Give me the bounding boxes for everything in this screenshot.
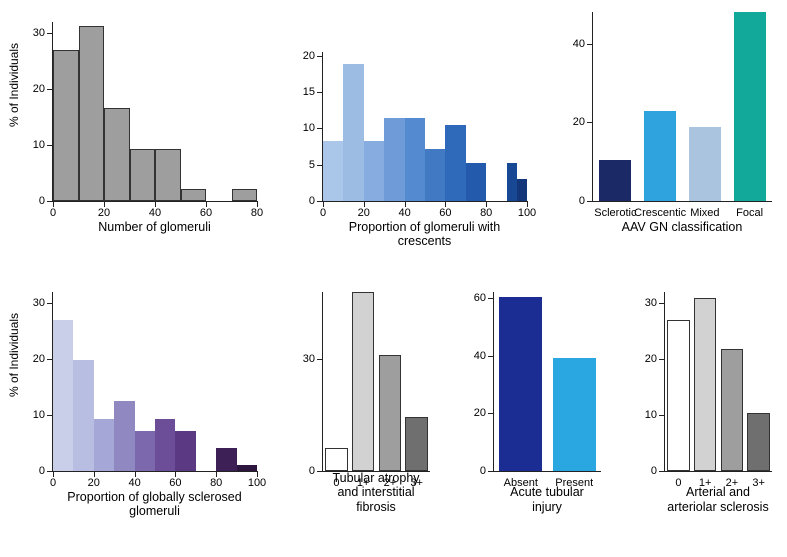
xlabel: Arterial and arteriolar sclerosis [664, 485, 772, 514]
bar [405, 118, 425, 201]
plot-crescents: 05101520020406080100 [322, 52, 527, 202]
panel-crescents: 05101520020406080100 Proportion of glome… [282, 12, 532, 242]
bar [599, 160, 631, 201]
plot-num-glomeruli: 0102030020406080 [52, 22, 257, 202]
plot-acute-tubular: 0204060AbsentPresent [493, 292, 601, 472]
bar [216, 448, 236, 471]
bar [175, 431, 195, 471]
bar [553, 358, 596, 471]
bar [379, 355, 402, 471]
plot-aav: 02040ScleroticCrescenticMixedFocal [592, 12, 772, 202]
bar [114, 401, 134, 471]
panel-arterial: 010203001+2+3+ Arterial and arteriolar s… [624, 282, 777, 512]
bar [130, 149, 156, 201]
xlabel-line2: arteriolar sclerosis [667, 500, 768, 514]
bar [79, 26, 105, 201]
plot-sclerosed: 0102030020406080100 [52, 292, 257, 472]
xlabel: Acute tubular injury [493, 485, 601, 514]
bar [343, 64, 363, 201]
ylabel: % of Individuals [7, 313, 21, 397]
bottom-row: 03001+2+3+ Tubular atrophy and interstit… [282, 282, 777, 512]
xlabel-line1: Tubular atrophy [332, 471, 419, 485]
bar [499, 297, 542, 471]
xlabel: AAV GN classification [592, 220, 772, 234]
xlabel: Tubular atrophy and interstitial fibrosi… [322, 471, 430, 514]
bar [155, 419, 175, 471]
bar [644, 111, 676, 201]
bar [323, 141, 343, 201]
bar [352, 292, 375, 471]
bar [73, 360, 93, 471]
bar [237, 465, 257, 471]
bar [94, 419, 114, 471]
bar [364, 141, 384, 201]
bar [694, 298, 717, 471]
xlabel-line1: Acute tubular [510, 485, 584, 499]
bar [667, 320, 690, 471]
xlabel: Number of glomeruli [52, 220, 257, 234]
bar [517, 179, 527, 201]
plot-arterial: 010203001+2+3+ [664, 292, 772, 472]
panel-tubular-atrophy: 03001+2+3+ Tubular atrophy and interstit… [282, 282, 435, 512]
panel-aav: 02040ScleroticCrescenticMixedFocal AAV G… [552, 12, 777, 242]
bar [181, 189, 207, 201]
xlabel-line2: and interstitial fibrosis [337, 485, 414, 513]
bar [425, 149, 445, 201]
panel-num-glomeruli: % of Individuals 0102030020406080 Number… [12, 12, 262, 242]
bar [53, 50, 79, 201]
xlabel: Proportion of glomeruli with crescents [322, 220, 527, 248]
ylabel: % of Individuals [7, 43, 21, 127]
bar [734, 12, 766, 201]
bar [384, 118, 404, 201]
bar [689, 127, 721, 201]
bar [135, 431, 155, 471]
bar [466, 163, 486, 201]
plot-tubular-atrophy: 03001+2+3+ [322, 292, 430, 472]
bar [747, 413, 770, 471]
bar [325, 448, 348, 471]
bar [232, 189, 258, 201]
bar [445, 125, 465, 201]
panel-sclerosed: % of Individuals 0102030020406080100 Pro… [12, 282, 262, 512]
bar [155, 149, 181, 201]
bar [405, 417, 428, 471]
xlabel-line1: Arterial and [686, 485, 750, 499]
panel-acute-tubular: 0204060AbsentPresent Acute tubular injur… [453, 282, 606, 512]
xlabel: Proportion of globally sclerosed glomeru… [52, 490, 257, 518]
bar [104, 108, 130, 201]
xlabel-line2: injury [532, 500, 562, 514]
bar [721, 349, 744, 471]
bar [53, 320, 73, 471]
bar [507, 163, 517, 201]
chart-grid: % of Individuals 0102030020406080 Number… [12, 12, 775, 512]
